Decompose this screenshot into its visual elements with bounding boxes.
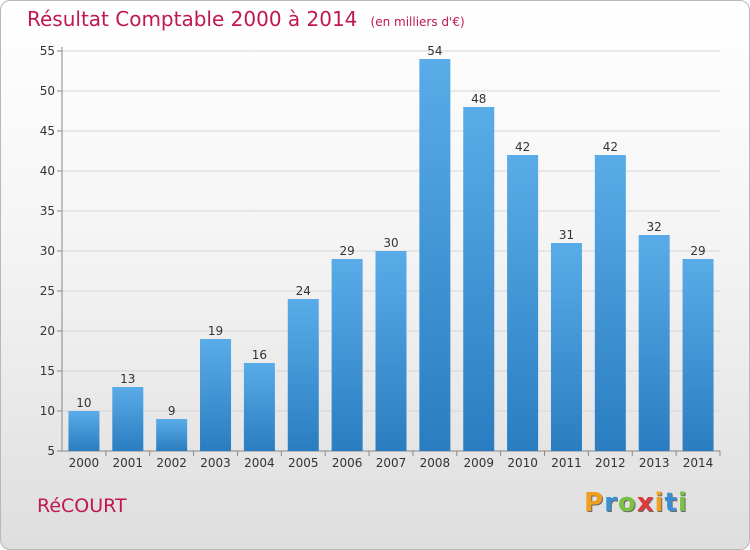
- chart-title: Résultat Comptable 2000 à 2014: [27, 7, 358, 31]
- y-tick-label: 30: [40, 244, 55, 258]
- bar: [243, 363, 275, 451]
- bar-value-label: 10: [76, 396, 91, 410]
- logo-letter: P: [584, 488, 605, 518]
- x-tick-label: 2014: [683, 456, 714, 470]
- bar: [507, 155, 539, 451]
- bar-value-label: 16: [252, 348, 267, 362]
- y-tick-label: 40: [40, 164, 55, 178]
- y-tick-label: 15: [40, 364, 55, 378]
- bar: [112, 387, 144, 451]
- bar-value-label: 9: [168, 404, 176, 418]
- bar-value-label: 19: [208, 324, 223, 338]
- bar: [638, 235, 670, 451]
- proxiti-logo: Proxiti: [584, 488, 688, 518]
- bar-value-label: 13: [120, 372, 135, 386]
- bar: [287, 299, 319, 451]
- bar-value-label: 30: [383, 236, 398, 250]
- bar: [594, 155, 626, 451]
- logo-letter: x: [636, 488, 655, 518]
- x-tick-label: 2010: [507, 456, 538, 470]
- x-tick-label: 2006: [332, 456, 363, 470]
- bar-value-label: 42: [515, 140, 530, 154]
- y-tick-label: 35: [40, 204, 55, 218]
- bar-value-label: 42: [603, 140, 618, 154]
- y-tick-label: 45: [40, 124, 55, 138]
- x-tick-label: 2009: [463, 456, 494, 470]
- x-tick-label: 2003: [200, 456, 231, 470]
- bar: [68, 411, 100, 451]
- chart-title-block: Résultat Comptable 2000 à 2014 (en milli…: [27, 7, 465, 31]
- bar: [550, 243, 582, 451]
- x-tick-label: 2002: [156, 456, 187, 470]
- bar-value-label: 24: [296, 284, 311, 298]
- bar-value-label: 29: [690, 244, 705, 258]
- y-tick-label: 5: [47, 444, 55, 458]
- x-tick-label: 2012: [595, 456, 626, 470]
- x-tick-label: 2005: [288, 456, 319, 470]
- x-tick-label: 2008: [420, 456, 451, 470]
- bar: [682, 259, 714, 451]
- bar-value-label: 31: [559, 228, 574, 242]
- y-tick-label: 10: [40, 404, 55, 418]
- x-tick-label: 2013: [639, 456, 670, 470]
- bar: [200, 339, 232, 451]
- logo-letter: o: [617, 488, 637, 518]
- bar-value-label: 48: [471, 92, 486, 106]
- x-tick-label: 2004: [244, 456, 275, 470]
- commune-name: RéCOURT: [37, 495, 127, 517]
- x-tick-label: 2000: [69, 456, 100, 470]
- logo-letter: i: [654, 488, 665, 518]
- x-tick-label: 2001: [113, 456, 144, 470]
- chart-subtitle: (en milliers d'€): [370, 15, 465, 29]
- bar: [463, 107, 495, 451]
- y-tick-label: 55: [40, 44, 55, 58]
- x-tick-label: 2007: [376, 456, 407, 470]
- bar: [419, 59, 451, 451]
- logo-letter: r: [604, 488, 618, 518]
- logo-letter: i: [677, 488, 688, 518]
- x-tick-label: 2011: [551, 456, 582, 470]
- logo-letter: t: [664, 488, 678, 518]
- bar-value-label: 29: [339, 244, 354, 258]
- y-tick-label: 50: [40, 84, 55, 98]
- bar: [156, 419, 188, 451]
- bar: [375, 251, 407, 451]
- bar-value-label: 54: [427, 44, 442, 58]
- bar-value-label: 32: [647, 220, 662, 234]
- bar: [331, 259, 363, 451]
- y-tick-label: 25: [40, 284, 55, 298]
- y-tick-label: 20: [40, 324, 55, 338]
